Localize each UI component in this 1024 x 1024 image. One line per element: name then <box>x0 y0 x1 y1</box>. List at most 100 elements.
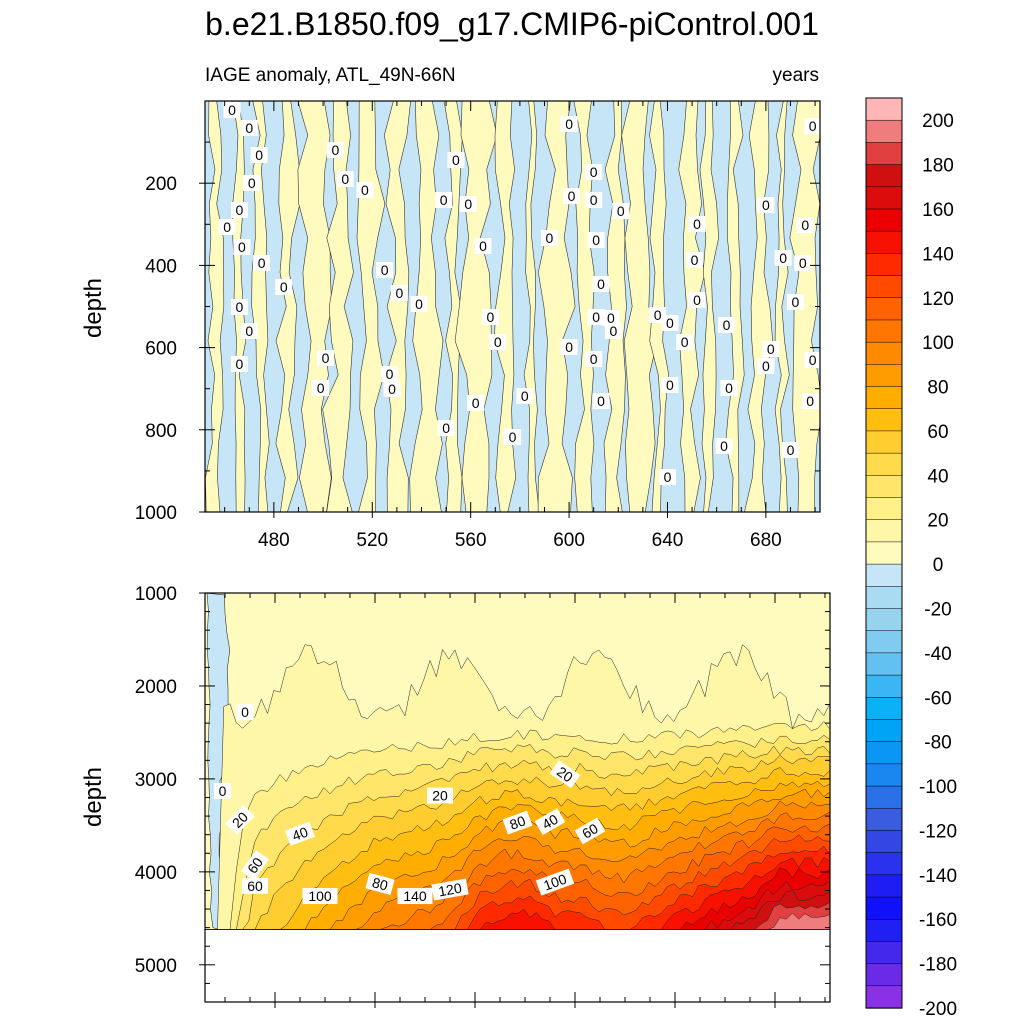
contour-label: 100 <box>535 868 575 896</box>
contour-label: 0 <box>794 255 812 271</box>
x-tick-label: 520 <box>356 530 388 551</box>
colorbar-label: 200 <box>922 111 954 132</box>
x-tick-label: 480 <box>258 530 290 551</box>
contour-label-text: 0 <box>809 352 817 368</box>
contour-label: 0 <box>489 334 507 350</box>
contour-label-text: 0 <box>654 307 662 323</box>
colorbar-label: -200 <box>919 999 957 1020</box>
y-tick-label: 5000 <box>135 956 177 977</box>
contour-label: 0 <box>236 703 254 720</box>
contour-label-box <box>540 230 558 246</box>
contour-label-text: 0 <box>245 323 253 339</box>
contour-label: 0 <box>474 238 492 254</box>
contour-label-box <box>686 252 704 268</box>
contour-label: 0 <box>676 334 694 350</box>
contour-label-text: 0 <box>723 317 731 333</box>
negative-anomaly-region <box>205 593 231 930</box>
colorbar-swatch <box>865 275 903 299</box>
contour-label: 0 <box>540 230 558 246</box>
y-tick-label: 400 <box>145 256 177 277</box>
colorbar-swatch <box>865 386 903 410</box>
y-tick-label: 1000 <box>135 584 177 605</box>
colorbar-swatch <box>865 497 903 521</box>
y-tick-label: 2000 <box>135 677 177 698</box>
contour-label-box <box>612 203 630 219</box>
colorbar-swatch <box>865 896 903 920</box>
contour-label-box <box>688 292 706 308</box>
contour-label-box <box>602 310 620 326</box>
contour-label-box <box>390 285 408 301</box>
contour-label: 0 <box>587 309 605 325</box>
colorbar-label: 180 <box>922 156 954 177</box>
contour-label-box <box>804 352 822 368</box>
y-tick-label: 1000 <box>135 503 177 524</box>
contour-label: 0 <box>504 429 521 445</box>
contour-label-text: 0 <box>597 393 605 409</box>
contour-label: 0 <box>447 152 465 168</box>
colorbar-swatch <box>865 807 903 832</box>
contour-label-box <box>718 317 736 333</box>
contour-label: 0 <box>757 197 775 213</box>
contour-label: 0 <box>250 147 268 163</box>
contour-label: 0 <box>688 292 706 308</box>
positive-anomaly-region <box>523 101 540 512</box>
colorbar-label: -120 <box>919 821 957 842</box>
contour-label-box <box>427 787 453 804</box>
y-tick-label: 200 <box>145 174 177 195</box>
contour-label: 0 <box>516 388 534 404</box>
contour-label-box <box>230 356 248 372</box>
colorbar-swatch <box>865 142 903 166</box>
contour-label-box <box>243 175 261 191</box>
contour-label-text: 0 <box>494 334 502 350</box>
positive-anomaly-region <box>493 101 517 512</box>
colorbar-label: 140 <box>922 244 954 265</box>
contour-label-text: 0 <box>472 395 480 411</box>
contour-label-text: 0 <box>799 255 807 271</box>
contour-label: 0 <box>312 380 330 396</box>
contour-label-text: 0 <box>792 294 800 310</box>
contour-label: 0 <box>243 175 261 191</box>
contour-label-text: 0 <box>219 783 227 799</box>
contour-label-box <box>688 216 706 232</box>
contour-label-box <box>535 868 575 896</box>
contour-label-box <box>437 420 455 436</box>
colorbar-swatch <box>865 608 903 632</box>
contour-label: 0 <box>592 393 610 409</box>
contour-label-box <box>676 334 694 350</box>
contour-label-text: 0 <box>442 420 450 436</box>
contour-label-text: 0 <box>693 292 701 308</box>
colorbar-swatch <box>865 341 903 365</box>
contour-label-box <box>592 393 610 409</box>
contour-label-box <box>549 760 581 789</box>
contour-label-box <box>250 147 268 163</box>
contour-label-text: 0 <box>236 202 244 218</box>
contour-label-box <box>592 276 610 292</box>
contour-label-text: 100 <box>308 888 332 904</box>
contour-label: 0 <box>587 232 605 248</box>
contour-label-text: 0 <box>258 255 266 271</box>
contour-label-box <box>661 315 679 331</box>
contour-label-text: 0 <box>223 219 231 235</box>
top-panel-ylabel: depth <box>80 278 107 338</box>
colorbar-swatch <box>865 985 903 1009</box>
contour-label-box <box>786 294 804 310</box>
colorbar-swatch <box>865 630 903 654</box>
y-tick-label: 3000 <box>135 770 177 791</box>
colorbar-swatch <box>865 186 903 210</box>
contour-label-text: 0 <box>590 192 598 208</box>
contour-label-box <box>720 380 738 396</box>
contour-label-box <box>459 196 477 212</box>
contour-label-box <box>585 192 603 208</box>
colorbar-label: 40 <box>927 466 948 487</box>
contour-label: 0 <box>602 310 620 326</box>
contour-label-text: 0 <box>331 142 339 158</box>
contour-label-box <box>383 381 401 397</box>
contour-label-box <box>587 232 605 248</box>
colorbar-swatch <box>865 874 903 898</box>
colorbar-swatch <box>865 230 903 255</box>
contour-label-text: 0 <box>388 381 396 397</box>
colorbar-swatch <box>865 408 903 432</box>
contour-label: 0 <box>240 120 258 136</box>
contour-label-box <box>715 438 733 454</box>
